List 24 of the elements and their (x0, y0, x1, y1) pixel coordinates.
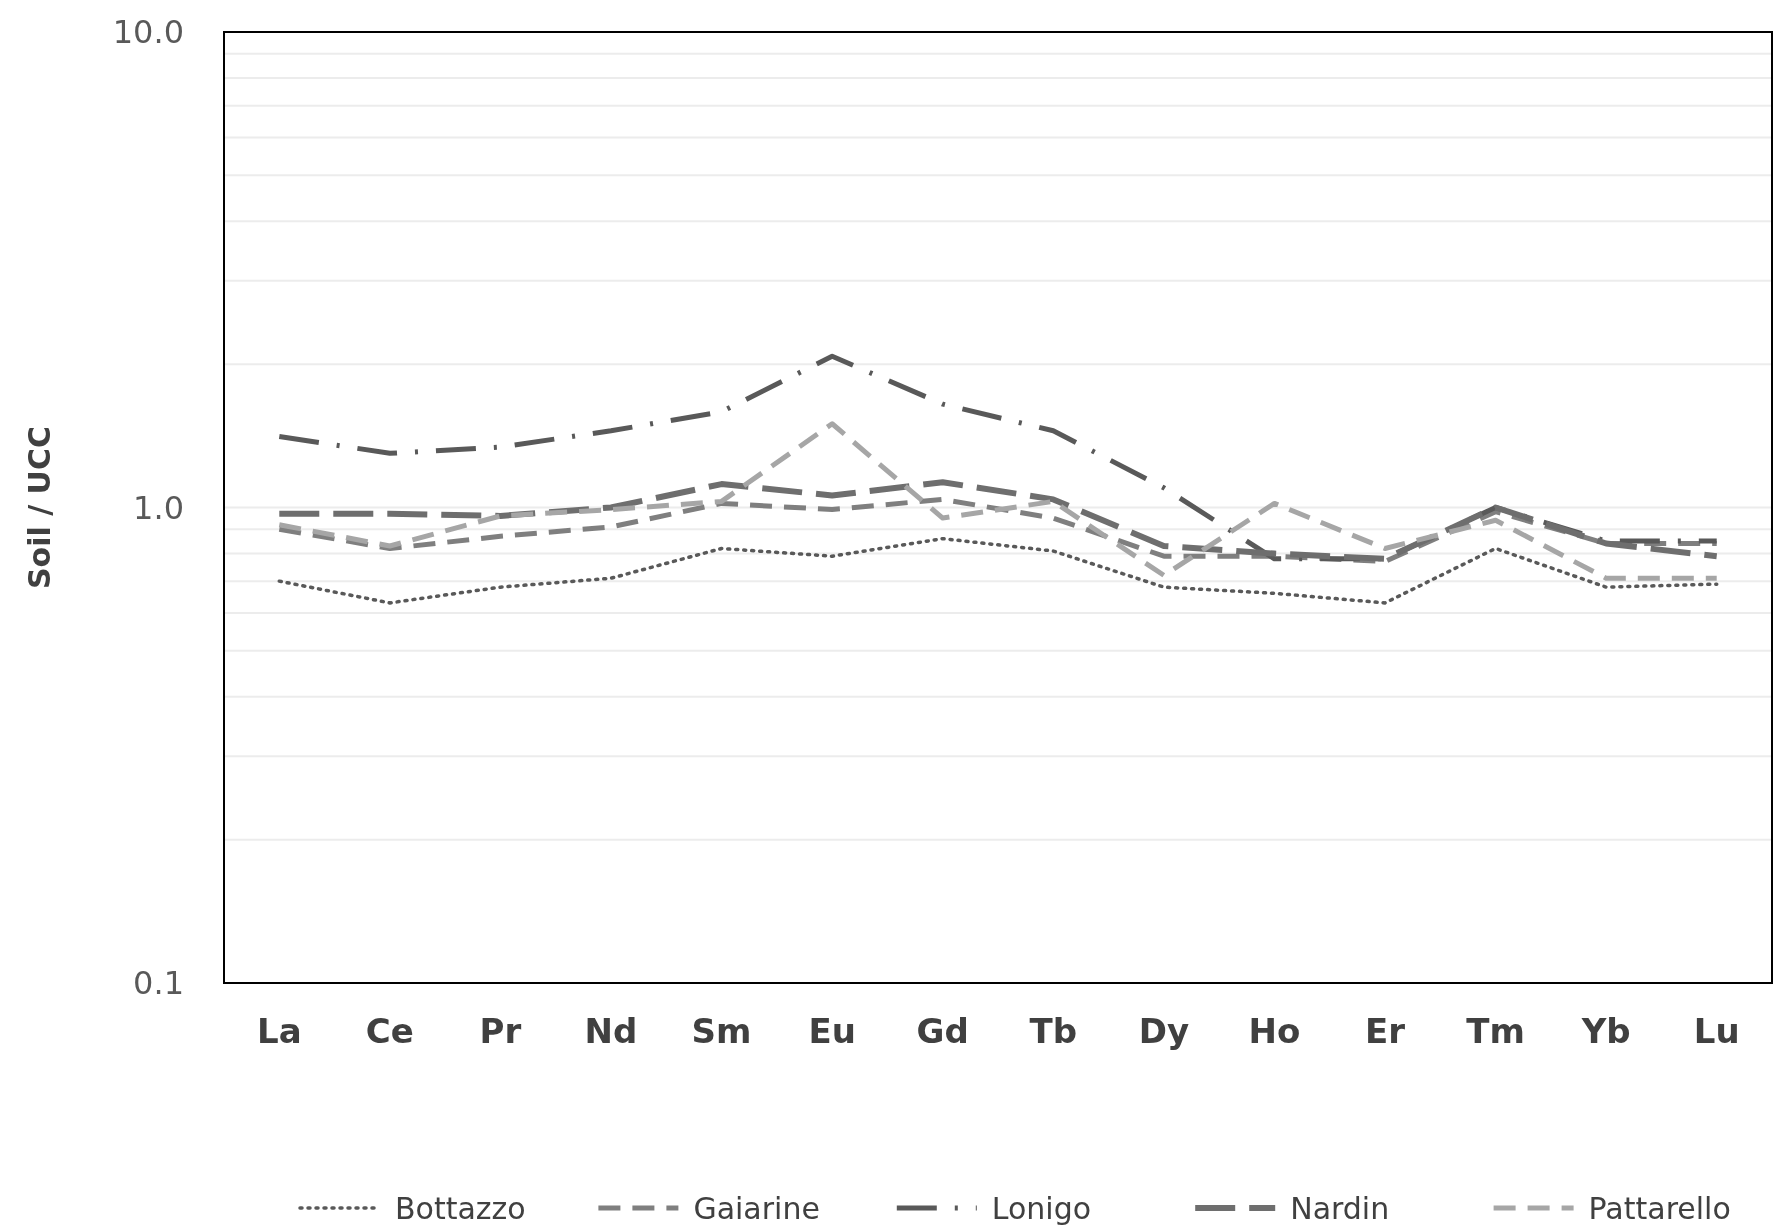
x-tick-label: Pr (479, 1011, 522, 1051)
x-tick-label: Er (1365, 1011, 1406, 1051)
x-tick-label: Lu (1693, 1011, 1740, 1051)
x-tick-label: Gd (916, 1011, 969, 1051)
x-tick-label: Ce (365, 1011, 414, 1051)
x-tick-label: Sm (691, 1011, 752, 1051)
x-tick-label: La (256, 1011, 302, 1051)
x-tick-label: Nd (584, 1011, 638, 1051)
y-tick-label: 0.1 (133, 964, 184, 1003)
x-tick-label: Ho (1248, 1011, 1301, 1051)
y-tick-label: 10.0 (112, 13, 184, 52)
y-axis-title: Soil / UCC (22, 425, 57, 590)
x-tick-label: Dy (1138, 1011, 1190, 1051)
legend-label: Nardin (1290, 1190, 1390, 1226)
x-tick-label: Yb (1580, 1011, 1631, 1051)
legend-label: Lonigo (991, 1190, 1092, 1226)
x-tick-label: Eu (808, 1011, 856, 1051)
line-series (277, 536, 1719, 605)
legend-label: Gaiarine (693, 1190, 820, 1226)
x-tick-label: Tb (1029, 1011, 1078, 1051)
legend-label: Pattarello (1588, 1190, 1731, 1226)
legend-label: Bottazzo (395, 1190, 526, 1226)
y-tick-label: 1.0 (133, 488, 184, 527)
x-tick-label: Tm (1466, 1011, 1525, 1051)
